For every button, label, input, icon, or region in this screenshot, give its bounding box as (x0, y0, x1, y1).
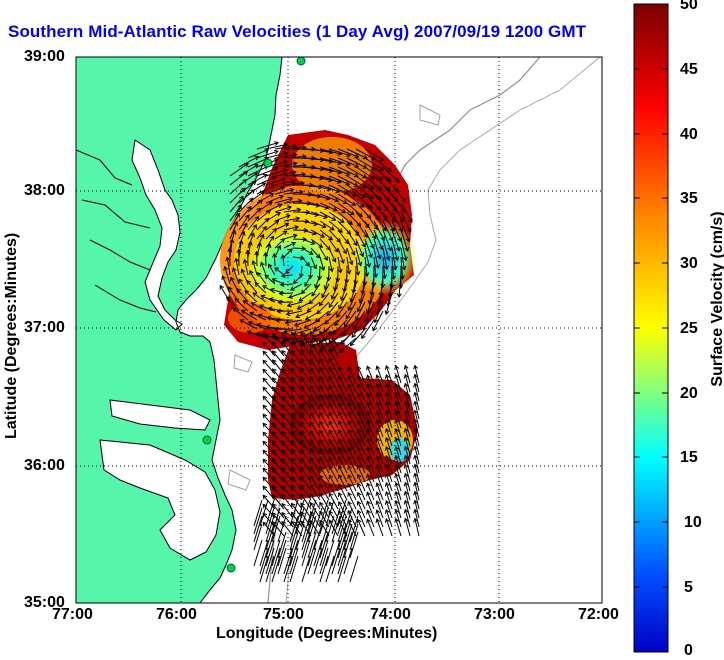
x-tick-label: 74:00 (370, 606, 411, 624)
radar-site-marker (264, 159, 272, 167)
velocity-vector (281, 284, 293, 285)
y-axis-label: Latitude (Degrees:Minutes) (3, 239, 21, 439)
colorbar-tick-label: 20 (680, 385, 698, 403)
y-tick-label: 39:00 (24, 48, 65, 66)
radar-site-marker (203, 436, 211, 444)
colorbar-label: Surface Velocity (cm/s) (709, 189, 724, 409)
colorbar-tick-label: 5 (684, 579, 693, 597)
velocity-vector (266, 253, 267, 266)
y-tick-label: 37:00 (24, 319, 65, 337)
x-tick-label: 77:00 (52, 606, 93, 624)
colorbar-tick-label: 10 (684, 514, 702, 532)
colorbar-tick-label: 25 (680, 320, 698, 338)
colorbar-tick-label: 45 (680, 61, 698, 79)
colorbar-tick-label: 35 (680, 190, 698, 208)
colorbar-tick-label: 0 (684, 642, 693, 660)
y-tick-label: 38:00 (24, 182, 65, 200)
x-tick-label: 75:00 (263, 606, 304, 624)
x-tick-label: 72:00 (578, 606, 619, 624)
velocity-vector (274, 254, 275, 266)
x-axis-label: Longitude (Degrees:Minutes) (216, 625, 437, 643)
y-tick-label: 36:00 (24, 457, 65, 475)
colorbar-tick-label: 50 (680, 0, 698, 14)
x-tick-label: 76:00 (156, 606, 197, 624)
colorbar-tick-label: 15 (680, 449, 698, 467)
x-tick-label: 73:00 (474, 606, 515, 624)
colorbar-tick-label: 40 (680, 126, 698, 144)
radar-site-marker (227, 564, 235, 572)
velocity-vector (280, 293, 294, 294)
radar-site-marker (297, 57, 305, 65)
colorbar-tick-label: 30 (680, 255, 698, 273)
